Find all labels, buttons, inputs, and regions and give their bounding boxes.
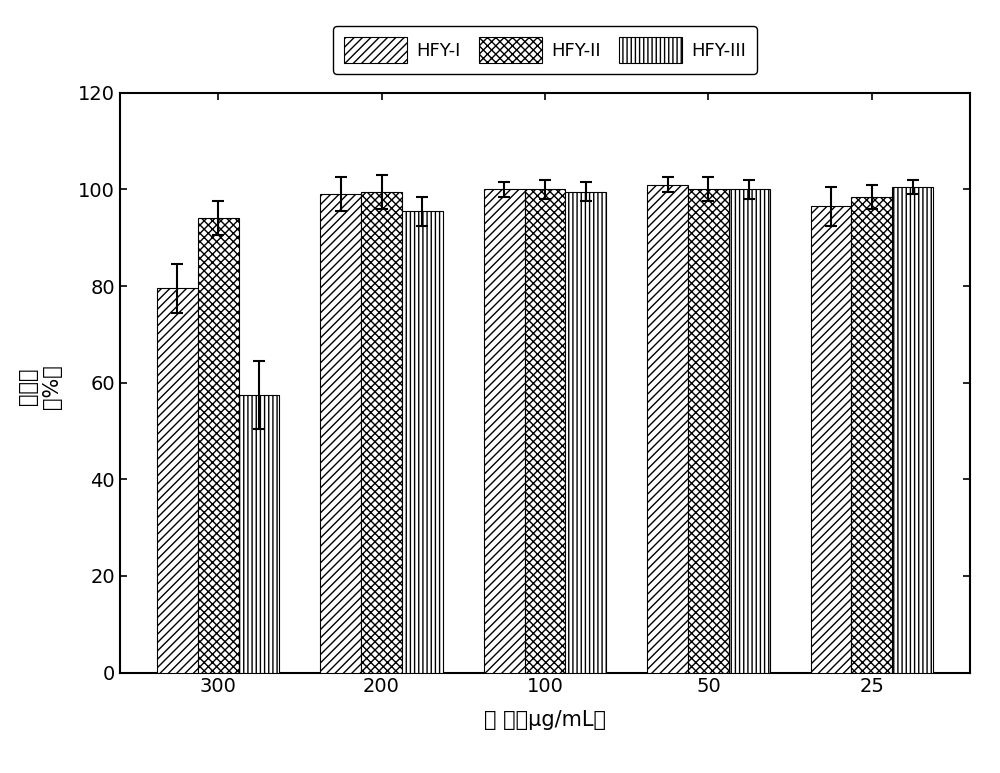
Bar (525, 189, 565, 673)
Text: 存活率
（%）: 存活率 （%） (18, 364, 62, 409)
Bar (851, 196, 892, 673)
Bar (811, 206, 851, 673)
Bar (320, 194, 361, 673)
Bar (239, 395, 279, 673)
Bar (484, 189, 525, 673)
X-axis label: 浓 度（μg/mL）: 浓 度（μg/mL） (484, 710, 606, 730)
Bar (565, 192, 606, 673)
Legend: HFY-I, HFY-II, HFY-III: HFY-I, HFY-II, HFY-III (333, 26, 757, 73)
Bar (647, 185, 688, 673)
Bar (198, 218, 239, 673)
Bar (402, 211, 443, 673)
Bar (361, 192, 402, 673)
Bar (157, 288, 198, 673)
Bar (688, 189, 729, 673)
Bar (892, 187, 933, 673)
Bar (729, 189, 770, 673)
